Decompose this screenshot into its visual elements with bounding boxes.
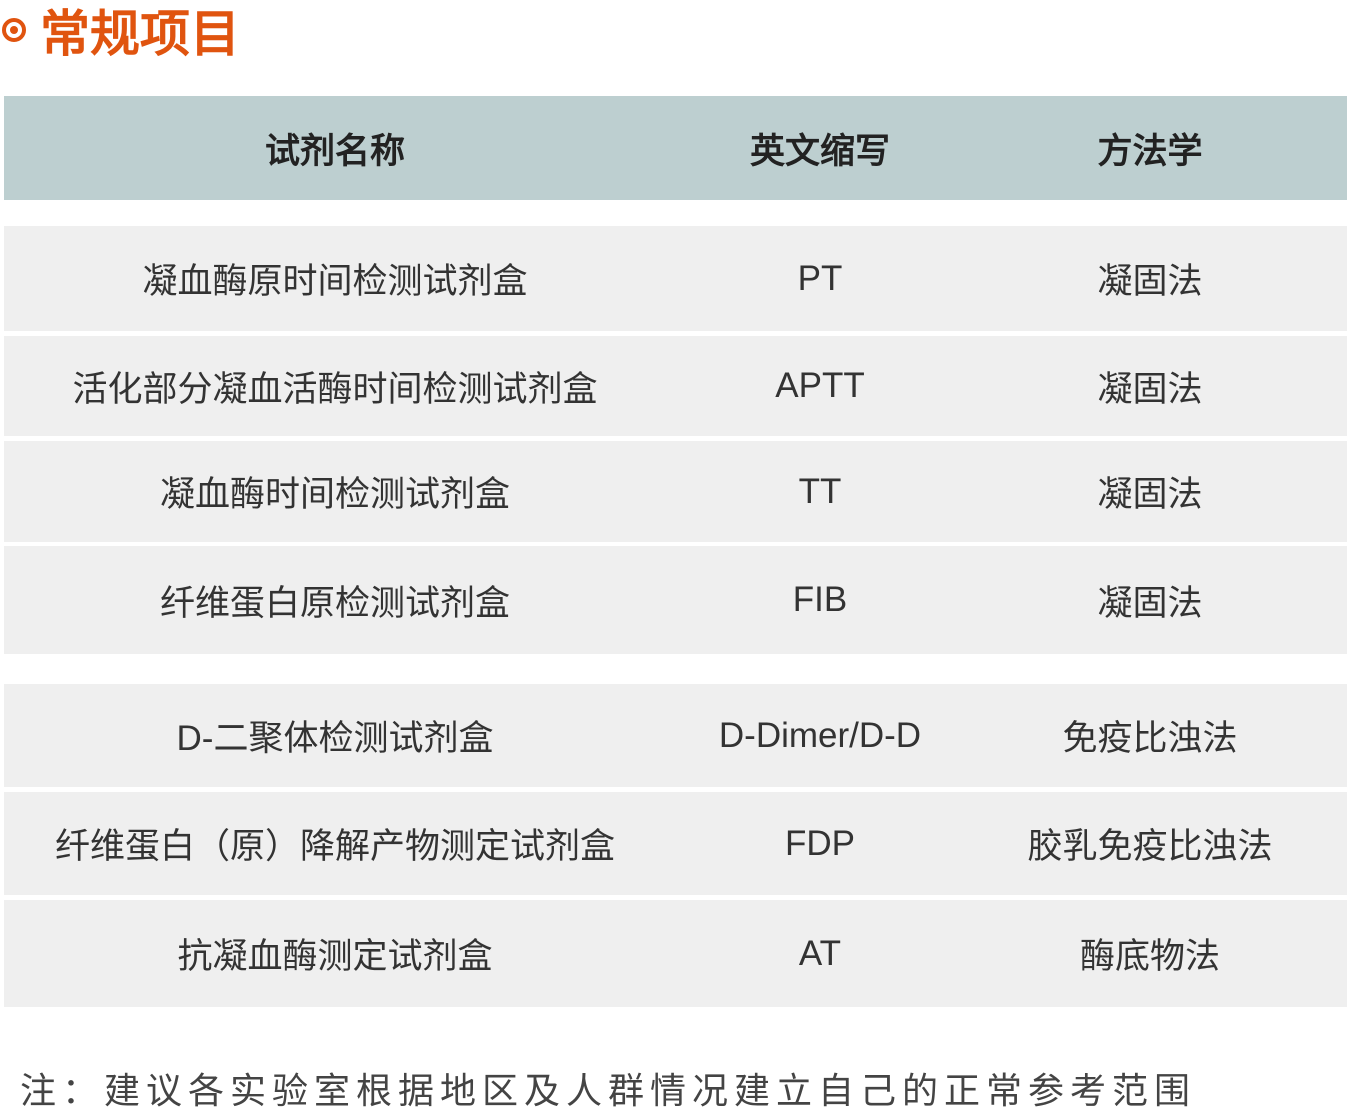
- reagent-name: 纤维蛋白原检测试剂盒: [159, 583, 510, 623]
- header-abbreviation: 英文缩写: [749, 131, 890, 171]
- footnote: 注：建议各实验室根据地区及人群情况建立自己的正常参考范围: [20, 1071, 1197, 1112]
- table-header: 试剂名称 英文缩写 方法学: [4, 96, 1347, 200]
- abbreviation: D-Dimer/D-D: [718, 715, 922, 755]
- abbreviation: TT: [798, 471, 842, 511]
- abbreviation: PT: [797, 258, 843, 298]
- section-title: 常规项目: [0, 0, 240, 62]
- method: 胶乳免疫比浊法: [1027, 827, 1273, 866]
- table-row: 活化部分凝血活酶时间检测试剂盒 APTT 凝固法: [4, 336, 1347, 436]
- reagent-name: 凝血酶原时间检测试剂盒: [142, 262, 528, 301]
- method: 凝固法: [1097, 583, 1203, 623]
- method: 凝固法: [1097, 369, 1203, 409]
- table-row: 纤维蛋白（原）降解产物测定试剂盒 FDP 胶乳免疫比浊法: [4, 792, 1347, 895]
- method: 酶底物法: [1079, 937, 1220, 976]
- header-reagent-name: 试剂名称: [264, 131, 405, 171]
- section-title-text: 常规项目: [40, 6, 240, 62]
- table-row: 凝血酶时间检测试剂盒 TT 凝固法: [4, 441, 1347, 542]
- abbreviation: AT: [798, 933, 842, 973]
- reagent-name: 抗凝血酶测定试剂盒: [177, 937, 493, 976]
- abbreviation: FIB: [792, 580, 848, 619]
- reagent-name: D-二聚体检测试剂盒: [176, 719, 494, 758]
- abbreviation: FDP: [785, 823, 855, 863]
- method: 免疫比浊法: [1062, 719, 1238, 758]
- method: 凝固法: [1097, 475, 1203, 514]
- table-row: 纤维蛋白原检测试剂盒 FIB 凝固法: [4, 546, 1347, 654]
- table-row: 凝血酶原时间检测试剂盒 PT 凝固法: [4, 226, 1347, 331]
- table-row: D-二聚体检测试剂盒 D-Dimer/D-D 免疫比浊法: [4, 684, 1347, 787]
- abbreviation: APTT: [775, 366, 865, 405]
- reagent-name: 凝血酶时间检测试剂盒: [159, 475, 510, 514]
- table-row: 抗凝血酶测定试剂盒 AT 酶底物法: [4, 900, 1347, 1007]
- reagent-name: 纤维蛋白（原）降解产物测定试剂盒: [54, 827, 615, 866]
- reagent-name: 活化部分凝血活酶时间检测试剂盒: [72, 369, 598, 409]
- header-method: 方法学: [1097, 131, 1203, 171]
- bullseye-icon: [2, 18, 26, 42]
- method: 凝固法: [1097, 262, 1203, 301]
